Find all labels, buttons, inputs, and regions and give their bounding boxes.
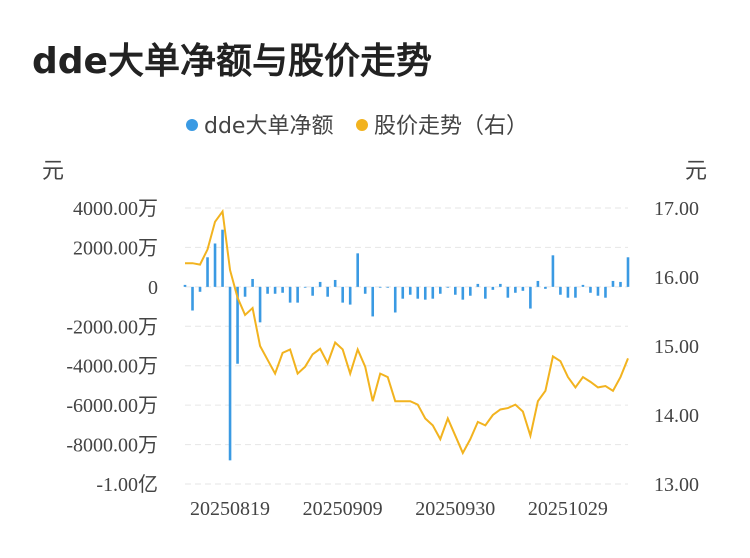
dde-bar: [461, 286, 465, 300]
dde-bar: [626, 257, 630, 287]
dde-bar: [236, 286, 239, 364]
dde-bar: [363, 286, 367, 294]
dde-bar: [574, 286, 577, 298]
dde-bar: [491, 286, 495, 290]
dde-bar: [506, 286, 510, 298]
dde-bar: [183, 284, 187, 287]
dde-bar: [333, 279, 337, 287]
dde-bar: [258, 286, 262, 323]
legend-marker-dde: [186, 119, 198, 131]
dde-bar: [266, 286, 269, 294]
dde-bar: [311, 286, 314, 296]
dde-bar: [408, 286, 412, 295]
right-tick-label: 14.00: [654, 405, 699, 427]
dde-bar: [318, 281, 322, 287]
dde-bar: [544, 286, 547, 289]
dde-bar: [206, 257, 209, 287]
right-tick-label: 17.00: [654, 198, 699, 220]
dde-bar: [559, 286, 562, 295]
x-axis-ticks: 20250819 20250909 20250930 20251029: [190, 498, 608, 520]
x-tick-label: 20250819: [190, 498, 270, 520]
dde-bar: [198, 286, 202, 292]
dde-bar: [401, 286, 405, 299]
legend-label-dde: dde大单净额: [204, 114, 333, 139]
legend-marker-price: [356, 119, 368, 131]
dde-bar: [296, 286, 299, 303]
dde-bar: [566, 286, 570, 298]
dde-bar: [326, 286, 329, 297]
x-tick-label: 20250909: [303, 498, 383, 520]
dde-bar: [281, 286, 284, 293]
dde-bar: [243, 286, 247, 297]
left-axis-unit: 元: [42, 159, 64, 184]
dde-bar: [551, 255, 555, 287]
dde-bar: [476, 283, 480, 287]
left-tick-label: -8000.00万: [66, 435, 158, 457]
dde-bar: [438, 286, 442, 294]
left-tick-label: -6000.00万: [66, 395, 158, 417]
dde-bar: [221, 229, 224, 287]
dde-bar: [431, 286, 435, 299]
dde-bars: [183, 229, 630, 461]
chart-title: dde大单净额与股价走势: [32, 41, 432, 82]
x-tick-label: 20251029: [528, 498, 608, 520]
dde-bar: [416, 286, 420, 299]
dde-bar: [521, 286, 525, 291]
dde-bar: [499, 283, 502, 287]
dde-bar: [191, 286, 194, 311]
dde-bar: [356, 253, 359, 287]
dde-bar: [469, 286, 472, 296]
right-tick-label: 15.00: [654, 336, 699, 358]
right-axis-unit: 元: [685, 159, 707, 184]
dde-bar: [371, 286, 375, 317]
dde-bar: [213, 243, 217, 287]
dde-bar: [611, 280, 615, 287]
dde-bar: [288, 286, 292, 303]
dde-bar: [529, 286, 532, 309]
dde-bar: [596, 286, 600, 296]
dde-bar: [604, 286, 607, 298]
dde-bar: [273, 286, 277, 294]
left-tick-label: -4000.00万: [66, 356, 158, 378]
dde-bar: [393, 286, 397, 313]
price-line: [185, 208, 629, 456]
right-tick-label: 16.00: [654, 267, 699, 289]
legend-label-price: 股价走势（右）: [374, 114, 528, 139]
dde-bar: [484, 286, 487, 299]
dde-bar: [619, 281, 622, 287]
left-tick-label: 4000.00万: [73, 198, 158, 220]
left-tick-label: -1.00亿: [96, 473, 158, 496]
dde-bar: [386, 286, 390, 288]
left-tick-label: 2000.00万: [73, 237, 158, 259]
x-tick-label: 20250930: [415, 498, 495, 520]
gridlines: [185, 207, 628, 485]
dde-bar: [581, 284, 585, 287]
right-tick-label: 13.00: [654, 474, 699, 496]
dde-bar: [446, 286, 450, 288]
left-tick-label: -2000.00万: [66, 316, 158, 338]
dde-bar: [423, 286, 427, 300]
dde-bar: [589, 286, 592, 293]
dde-bar: [341, 286, 344, 303]
dde-bar: [303, 286, 307, 288]
legend: dde大单净额 股价走势（右）: [186, 114, 528, 139]
dde-bar: [228, 286, 232, 461]
dde-bar: [251, 278, 254, 287]
dde-bar: [348, 286, 352, 305]
dde-bar: [378, 286, 382, 288]
left-axis-ticks: 4000.00万 2000.00万 0 -2000.00万 -4000.00万 -6000…: [66, 198, 158, 496]
left-tick-label: 0: [148, 277, 158, 299]
right-axis-ticks: 17.00 16.00 15.00 14.00 13.00: [654, 198, 699, 496]
dde-bar: [514, 286, 517, 293]
dde-bar: [454, 286, 457, 295]
dde-bar: [536, 280, 540, 287]
